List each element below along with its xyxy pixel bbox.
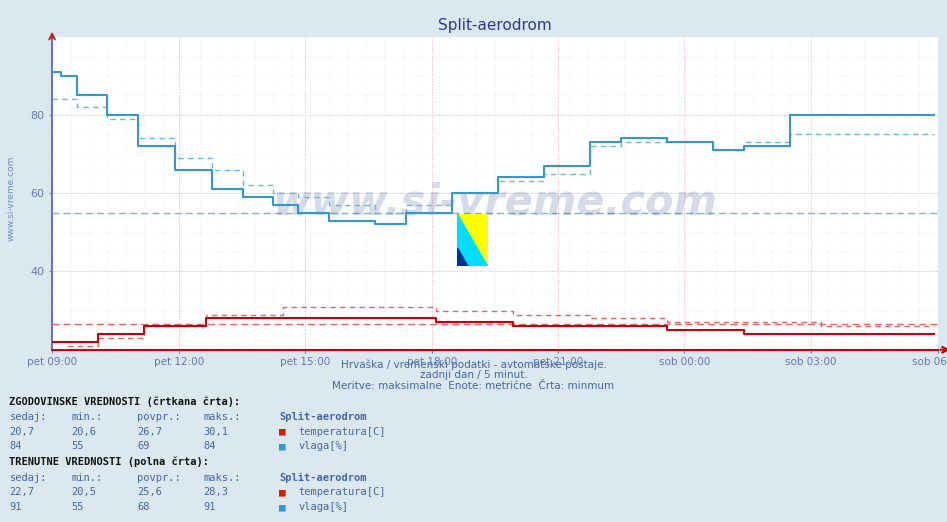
Text: 84: 84 xyxy=(204,442,216,452)
Text: 84: 84 xyxy=(9,442,22,452)
Text: 30,1: 30,1 xyxy=(204,427,228,437)
Text: 25,6: 25,6 xyxy=(137,488,162,497)
Polygon shape xyxy=(457,214,488,266)
Text: 55: 55 xyxy=(71,442,83,452)
Title: Split-aerodrom: Split-aerodrom xyxy=(438,18,552,32)
Text: sedaj:: sedaj: xyxy=(9,412,47,422)
Text: ■: ■ xyxy=(279,442,286,452)
Text: 69: 69 xyxy=(137,442,150,452)
Text: www.si-vreme.com: www.si-vreme.com xyxy=(273,182,717,223)
Text: maks.:: maks.: xyxy=(204,412,241,422)
Text: 20,5: 20,5 xyxy=(71,488,96,497)
Text: www.si-vreme.com: www.si-vreme.com xyxy=(7,156,16,241)
Text: ■: ■ xyxy=(279,488,286,497)
Text: Hrvaška / vremenski podatki - avtomatske postaje.: Hrvaška / vremenski podatki - avtomatske… xyxy=(341,360,606,370)
Text: 68: 68 xyxy=(137,502,150,512)
Text: Meritve: maksimalne  Enote: metrične  Črta: minmum: Meritve: maksimalne Enote: metrične Črta… xyxy=(332,381,615,391)
Polygon shape xyxy=(457,214,488,266)
Text: 20,6: 20,6 xyxy=(71,427,96,437)
Text: ZGODOVINSKE VREDNOSTI (črtkana črta):: ZGODOVINSKE VREDNOSTI (črtkana črta): xyxy=(9,396,241,407)
Text: maks.:: maks.: xyxy=(204,473,241,483)
Text: vlaga[%]: vlaga[%] xyxy=(298,442,348,452)
Text: TRENUTNE VREDNOSTI (polna črta):: TRENUTNE VREDNOSTI (polna črta): xyxy=(9,457,209,467)
Text: 91: 91 xyxy=(9,502,22,512)
Text: sedaj:: sedaj: xyxy=(9,473,47,483)
Text: povpr.:: povpr.: xyxy=(137,473,181,483)
Text: povpr.:: povpr.: xyxy=(137,412,181,422)
Text: temperatura[C]: temperatura[C] xyxy=(298,427,385,437)
Text: Split-aerodrom: Split-aerodrom xyxy=(279,412,366,422)
Text: 28,3: 28,3 xyxy=(204,488,228,497)
Text: 26,7: 26,7 xyxy=(137,427,162,437)
Text: 91: 91 xyxy=(204,502,216,512)
Text: 20,7: 20,7 xyxy=(9,427,34,437)
Text: Split-aerodrom: Split-aerodrom xyxy=(279,473,366,483)
Text: vlaga[%]: vlaga[%] xyxy=(298,502,348,512)
Text: ■: ■ xyxy=(279,427,286,437)
Text: zadnji dan / 5 minut.: zadnji dan / 5 minut. xyxy=(420,371,527,381)
Text: temperatura[C]: temperatura[C] xyxy=(298,488,385,497)
Text: min.:: min.: xyxy=(71,412,102,422)
Text: min.:: min.: xyxy=(71,473,102,483)
Polygon shape xyxy=(457,248,468,266)
Text: 22,7: 22,7 xyxy=(9,488,34,497)
Text: 55: 55 xyxy=(71,502,83,512)
Text: ■: ■ xyxy=(279,502,286,512)
